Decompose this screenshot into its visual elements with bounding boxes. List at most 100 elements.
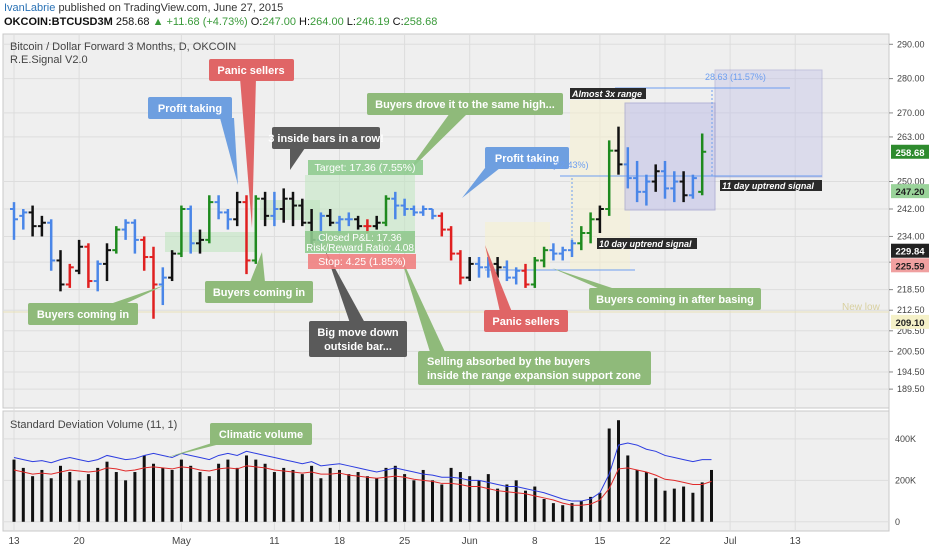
author-name[interactable]: IvanLabrie [4,2,56,14]
volume-tick-label: 0 [895,517,900,527]
y-tick-label: 290.00 [897,39,925,49]
volume-bar [579,501,583,522]
volume-bar [49,478,53,522]
ohlc-bar [521,263,530,288]
low-label: L: [346,16,356,28]
x-tick-label: 13 [790,536,802,547]
volume-bar [700,482,704,522]
ohlc-bar [177,205,186,258]
x-tick-label: 22 [659,536,671,547]
price-tag [891,314,929,329]
volume-bar [514,480,518,522]
volume-tick-label: 400K [895,434,916,444]
volume-bar [161,467,165,522]
volume-bar [31,476,35,522]
risk-reward-label: Risk/Reward Ratio: 4.08 [306,243,414,254]
ohlc-bar [233,191,242,227]
y-tick-label: 263.00 [897,132,925,142]
volume-bar [384,467,388,522]
ohlc-bar [428,207,437,220]
volume-bar [291,469,295,522]
y-tick-label: 270.00 [897,108,925,118]
price-tag-label: 229.84 [895,247,925,258]
price-tag [891,184,929,199]
ohlc-bar [512,267,521,285]
ohlc-bar [84,243,93,288]
close-value: 258.68 [403,16,438,28]
callout-panic-sellers-1: Panic sellers [209,59,294,228]
y-tick-label: 200.50 [897,346,925,356]
callout-profit-taking-2: Profit taking [462,147,569,198]
stop-label-bg [308,254,416,269]
volume-bar [12,459,16,522]
volume-bar [245,455,248,522]
ohlc-bar [540,246,549,268]
volume-bar [496,488,500,522]
volume-bar [542,498,546,522]
y-tick-label: 242.00 [897,204,925,214]
callout-climatic-volume-text: Climatic volume [219,429,303,441]
x-tick-label: 18 [334,536,346,547]
volume-tick-label: 200K [895,475,916,485]
volume-bar [272,472,276,522]
volume-bar [105,461,109,522]
ohlc-bar [205,195,214,244]
ohlc-bar [251,195,260,264]
volume-bar [644,472,648,522]
volume-bar [505,484,509,522]
x-tick-label: 11 [269,536,280,547]
x-tick-label: 13 [8,536,20,547]
callout-buyers-drove: Buyers drove it to the same high... [367,93,563,175]
callout-buyers-coming-2: Buyers coming in [205,252,313,303]
volume-bar [458,472,462,522]
ohlc-bar [93,260,102,292]
volume-bar [440,484,444,522]
volume-bar [468,476,472,522]
volume-bar [310,465,314,522]
low-value: 246.19 [355,16,390,28]
indicator-name: R.E.Signal V2.0 [10,54,88,66]
callout-absorbed: Selling absorbed by the buyers inside th… [400,255,651,385]
ohlc-bar [344,212,353,227]
callout-buyers-coming-1-text: Buyers coming in [37,309,130,321]
price-tags: 258.68 247.20 229.84 225.59 209.10 [891,144,929,329]
ohlc-bar [289,191,297,227]
ohlc-bar [623,147,632,189]
volume-bar [486,474,490,522]
ohlc-bar [679,171,688,203]
y-tick-label: 212.50 [897,305,925,315]
price-tag-label: 209.10 [895,318,924,329]
volume-bar [189,465,193,522]
ohlc-bar [391,191,400,220]
volume-bar [635,469,639,522]
ohlc-bar [530,257,539,288]
ohlc-bar [298,198,307,227]
ohlc-bar [502,260,511,282]
volume-bar [319,478,323,522]
volume-bar [226,459,230,522]
y-tick-label: 189.50 [897,384,925,394]
ohlc-bar [149,246,158,319]
x-tick-label: 8 [532,536,538,547]
ohlc-bars [10,126,707,319]
almost-3x-label: Almost 3x range [571,89,642,99]
ohlc-bar [577,226,586,251]
y-tick-label: 280.00 [897,74,925,84]
price-tag [891,243,929,258]
ohlc-bar [261,191,270,227]
volume-bar [412,480,416,522]
ohlc-bar [19,208,28,230]
price-axis: 290.00 280.00 270.00 263.00 250.00 242.00 234.… [889,39,925,394]
price-tag-label: 225.59 [895,261,924,272]
base-box [485,222,550,270]
time-axis: 13 20 May 11 18 25 Jun 8 15 22 Jul 13 [8,536,801,547]
high-value: 264.00 [310,16,344,28]
ohlc-bar [633,160,642,203]
target-label: Target: 17.36 (7.55%) [315,162,416,174]
x-tick-label: 25 [399,536,411,547]
volume-bar [561,505,565,522]
symbol[interactable]: OKCOIN:BTCUSD3M [4,16,113,28]
volume-bar [198,472,202,522]
closed-label-bg [305,231,415,253]
